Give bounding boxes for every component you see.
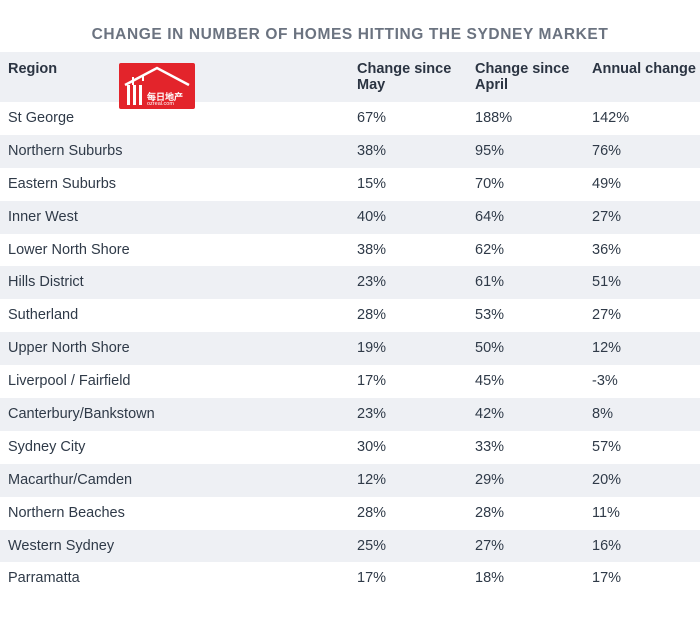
region-cell: Inner West [8,208,78,225]
annual-change-cell: 57% [592,438,622,455]
change-since-may-cell: 23% [357,406,387,423]
table-row: St George 67% 188% 142% [0,102,700,135]
region-cell: Macarthur/Camden [8,471,133,488]
change-since-may-cell: 15% [357,175,387,192]
column-header-region: Region [8,61,58,77]
change-since-may-cell: 17% [357,570,387,587]
change-since-april-cell: 64% [475,208,505,225]
table-row: Northern Suburbs 38% 95% 76% [0,134,700,168]
annual-change-cell: 142% [592,110,630,126]
change-since-april-cell: 50% [475,340,505,357]
region-cell: Eastern Suburbs [8,175,117,192]
change-since-april-cell: 62% [475,241,505,258]
change-since-april-cell: 61% [475,274,505,291]
table-row: Inner West 40% 64% 27% [0,200,700,234]
region-cell: Northern Suburbs [8,142,123,159]
change-since-may-cell: 67% [357,110,387,126]
table-title: CHANGE IN NUMBER OF HOMES HITTING THE SY… [91,26,609,43]
region-cell: Lower North Shore [8,241,130,258]
table-header: Region Change since May Change since Apr… [0,52,700,102]
region-cell: St George [8,110,75,126]
table-row: Northern Beaches 28% 28% 11% [0,497,700,530]
annual-change-cell: 49% [592,175,622,192]
table-row: Lower North Shore 38% 62% 36% [0,234,700,267]
region-cell: Western Sydney [8,537,115,554]
annual-change-cell: 17% [592,570,622,587]
change-since-april-cell: 53% [475,307,505,324]
watermark-subtext: ozreal.com [147,101,174,107]
change-since-april-cell: 29% [475,471,505,488]
change-since-may-cell: 28% [357,307,387,324]
watermark-text: 每日地产 [147,92,184,102]
watermark-logo: 每日地产 ozreal.com [119,63,195,109]
annual-change-cell: 8% [592,406,613,423]
table-body: St George 67% 188% 142% Northern Suburbs 38% 9… [0,102,700,595]
annual-change-cell: 11% [592,504,620,521]
change-since-april-cell: 18% [475,570,505,587]
annual-change-cell: 36% [592,241,622,258]
annual-change-cell: 27% [592,208,622,225]
table-row: Hills District 23% 61% 51% [0,266,700,300]
region-cell: Canterbury/Bankstown [8,406,155,423]
annual-change-cell: 20% [592,471,622,488]
region-cell: Sydney City [8,438,86,455]
annual-change-cell: 76% [592,142,622,159]
annual-change-cell: 27% [592,307,622,324]
change-since-may-cell: 40% [357,208,387,225]
table-row: Sydney City 30% 33% 57% [0,431,700,464]
column-header-change-since-may: Change since May [357,61,452,93]
table-row: Parramatta 17% 18% 17% [0,562,700,595]
region-cell: Sutherland [8,307,79,324]
change-since-april-cell: 33% [475,438,505,455]
change-since-may-cell: 12% [357,471,387,488]
table-row: Canterbury/Bankstown 23% 42% 8% [0,398,700,431]
column-header-change-since-april: Change since April [475,61,570,93]
table-row: Sutherland 28% 53% 27% [0,299,700,332]
table-row: Upper North Shore 19% 50% 12% [0,332,700,366]
region-cell: Parramatta [8,570,80,587]
change-since-may-cell: 23% [357,274,387,291]
table-row: Western Sydney 25% 27% 16% [0,529,700,563]
change-since-may-cell: 38% [357,241,387,258]
region-cell: Northern Beaches [8,504,125,521]
table-row: Eastern Suburbs 15% 70% 49% [0,168,700,201]
change-since-may-cell: 30% [357,438,387,455]
annual-change-cell: -3% [592,373,618,390]
change-since-april-cell: 42% [475,406,505,423]
annual-change-cell: 12% [592,340,622,357]
table-row: Liverpool / Fairfield 17% 45% -3% [0,365,700,398]
change-since-april-cell: 45% [475,373,505,390]
data-table: Region Change since May Change since Apr… [0,52,700,595]
change-since-may-cell: 38% [357,142,387,159]
change-since-april-cell: 70% [475,175,505,192]
change-since-april-cell: 188% [475,110,513,126]
change-since-may-cell: 25% [357,537,387,554]
annual-change-cell: 16% [592,537,622,554]
column-header-annual-change: Annual change [592,61,696,77]
change-since-may-cell: 28% [357,504,387,521]
region-cell: Liverpool / Fairfield [8,373,131,390]
change-since-april-cell: 27% [475,537,505,554]
change-since-april-cell: 28% [475,504,505,521]
change-since-april-cell: 95% [475,142,505,159]
annual-change-cell: 51% [592,274,622,291]
change-since-may-cell: 17% [357,373,387,390]
change-since-may-cell: 19% [357,340,387,357]
house-icon [124,66,190,105]
region-cell: Hills District [8,274,84,291]
table-row: Macarthur/Camden 12% 29% 20% [0,463,700,497]
region-cell: Upper North Shore [8,340,130,357]
